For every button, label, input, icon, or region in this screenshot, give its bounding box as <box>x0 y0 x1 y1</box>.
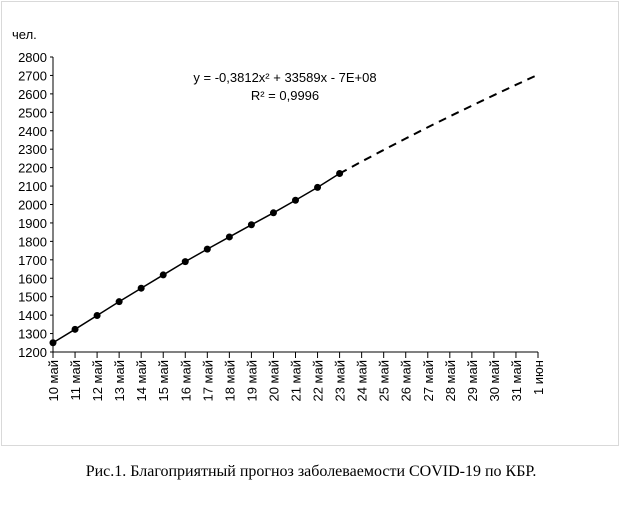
caption: Рис.1. Благоприятный прогноз заболеваемо… <box>86 463 537 480</box>
x-tick-label: 24 май <box>355 360 370 402</box>
data-point <box>292 196 299 204</box>
x-tick-label: 28 май <box>443 360 458 402</box>
data-point <box>137 284 145 292</box>
y-tick-label: 1200 <box>18 345 47 360</box>
data-point <box>159 271 167 279</box>
y-tick-label: 2100 <box>18 179 47 194</box>
y-tick-label: 2600 <box>18 87 47 102</box>
x-tick-label: 30 май <box>487 360 502 402</box>
x-tick-label: 18 май <box>222 360 237 402</box>
x-tick-label: 13 май <box>112 360 127 402</box>
y-tick-label: 2500 <box>18 105 47 120</box>
data-point <box>203 245 211 253</box>
data-point <box>115 298 123 306</box>
series-line <box>339 73 539 175</box>
chart-frame <box>1 1 619 446</box>
data-point <box>247 221 255 229</box>
y-tick-label: 2300 <box>18 142 47 157</box>
x-tick-label: 16 май <box>178 360 193 402</box>
data-point <box>181 258 189 266</box>
x-tick-label: 31 май <box>509 360 524 402</box>
annotation: R² = 0,9996 <box>251 88 319 103</box>
x-tick-label: 26 май <box>399 360 414 402</box>
y-tick-label: 2800 <box>18 50 47 65</box>
x-tick-label: 20 май <box>266 360 281 402</box>
annotation: y = -0,3812x² + 33589x - 7E+08 <box>193 70 376 85</box>
data-point <box>93 311 101 319</box>
series-line <box>52 172 340 344</box>
y-tick-label: 1900 <box>18 216 47 231</box>
x-tick-label: 21 май <box>289 360 304 402</box>
x-tick-label: 15 май <box>156 360 171 402</box>
x-tick-label: 27 май <box>421 360 436 402</box>
x-tick-label: 10 май <box>46 360 61 402</box>
y-tick-label: 1600 <box>18 271 47 286</box>
data-point <box>71 325 79 333</box>
y-axis-label: чел. <box>12 27 37 42</box>
data-point <box>314 183 322 191</box>
y-tick-label: 2200 <box>18 161 47 176</box>
data-point <box>49 339 57 347</box>
data-point <box>269 209 277 217</box>
x-tick-label: 22 май <box>311 360 326 402</box>
x-tick-label: 19 май <box>244 360 259 402</box>
y-tick-label: 2400 <box>18 124 47 139</box>
y-tick-label: 2000 <box>18 198 47 213</box>
x-tick-label: 11 май <box>68 360 83 401</box>
x-tick-label: 25 май <box>377 360 392 402</box>
x-tick-label: 29 май <box>465 360 480 402</box>
y-tick-label: 1400 <box>18 308 47 323</box>
y-tick-label: 1500 <box>18 290 47 305</box>
x-tick-label: 12 май <box>90 360 105 402</box>
x-tick-label: 23 май <box>333 360 348 402</box>
y-tick-label: 2700 <box>18 68 47 83</box>
x-tick-label: 14 май <box>134 360 149 402</box>
y-tick-label: 1800 <box>18 234 47 249</box>
y-tick-label: 1700 <box>18 253 47 268</box>
x-tick-label: 1 июн <box>531 360 546 395</box>
data-point <box>225 233 233 241</box>
y-tick-label: 1300 <box>18 327 47 342</box>
x-tick-label: 17 май <box>200 360 215 402</box>
